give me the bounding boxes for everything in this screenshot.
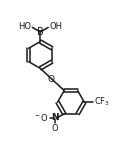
Text: CF$_3$: CF$_3$ bbox=[94, 96, 110, 109]
Text: B: B bbox=[37, 27, 44, 37]
Text: OH: OH bbox=[49, 22, 62, 31]
Text: N: N bbox=[51, 113, 59, 122]
Text: HO: HO bbox=[18, 22, 31, 31]
Text: +: + bbox=[55, 114, 60, 119]
Text: O: O bbox=[52, 124, 58, 133]
Text: O: O bbox=[47, 75, 54, 84]
Text: $^-$O: $^-$O bbox=[33, 112, 49, 123]
